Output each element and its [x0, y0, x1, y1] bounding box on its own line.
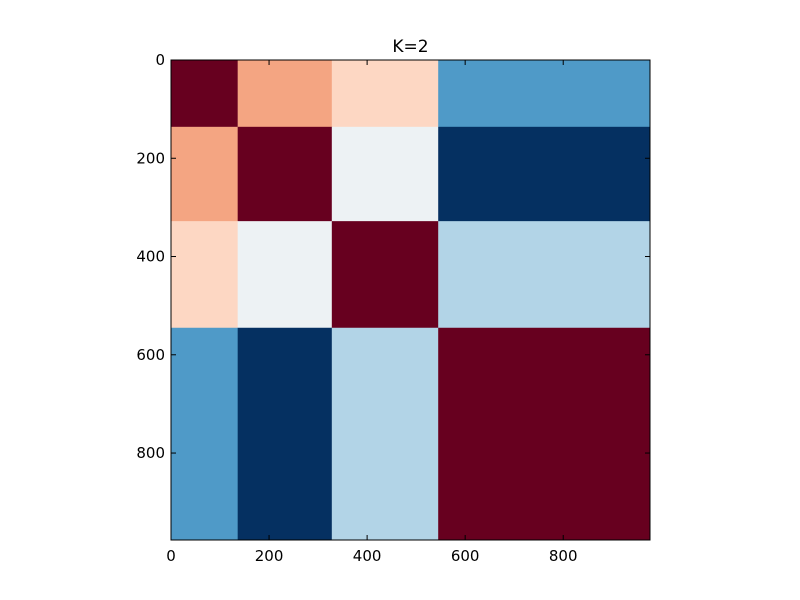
heatmap-cell-1-3 [438, 126, 651, 222]
y-tick-label: 600 [136, 346, 165, 364]
x-tick-label: 800 [549, 547, 578, 565]
heatmap-cell-2-1 [237, 221, 333, 329]
x-tick-label: 400 [353, 547, 382, 565]
heatmap-cell-1-0 [171, 126, 239, 222]
heatmap-cell-2-0 [171, 221, 239, 329]
heatmap-cell-3-1 [237, 327, 333, 541]
heatmap-cell-0-1 [237, 60, 333, 128]
y-tick-label: 400 [136, 248, 165, 266]
heatmap-cell-0-0 [171, 60, 239, 128]
heatmap-cell-2-3 [438, 221, 651, 329]
x-tick-label: 600 [451, 547, 480, 565]
heatmap-cell-3-0 [171, 327, 239, 541]
heatmap-cell-0-2 [331, 60, 439, 128]
plot-frame [170, 59, 651, 541]
y-tick-label: 200 [136, 149, 165, 167]
chart-title: K=2 [392, 37, 428, 57]
x-tick-label: 200 [255, 547, 284, 565]
heatmap-cell-2-2 [331, 221, 439, 329]
heatmap-cell-1-1 [237, 126, 333, 222]
y-tick-label: 0 [155, 51, 165, 69]
heatmap-cell-1-2 [331, 126, 439, 222]
heatmap-cells [171, 60, 651, 541]
y-axis-ticks: 0 200 400 600 800 [136, 51, 650, 462]
heatmap-cell-3-2 [331, 327, 439, 541]
x-tick-label: 0 [166, 547, 176, 565]
heatmap-cell-0-3 [438, 60, 651, 128]
x-axis-ticks: 0 200 400 600 800 [166, 60, 578, 565]
y-tick-label: 800 [136, 444, 165, 462]
heatmap-cell-3-3 [438, 327, 651, 541]
